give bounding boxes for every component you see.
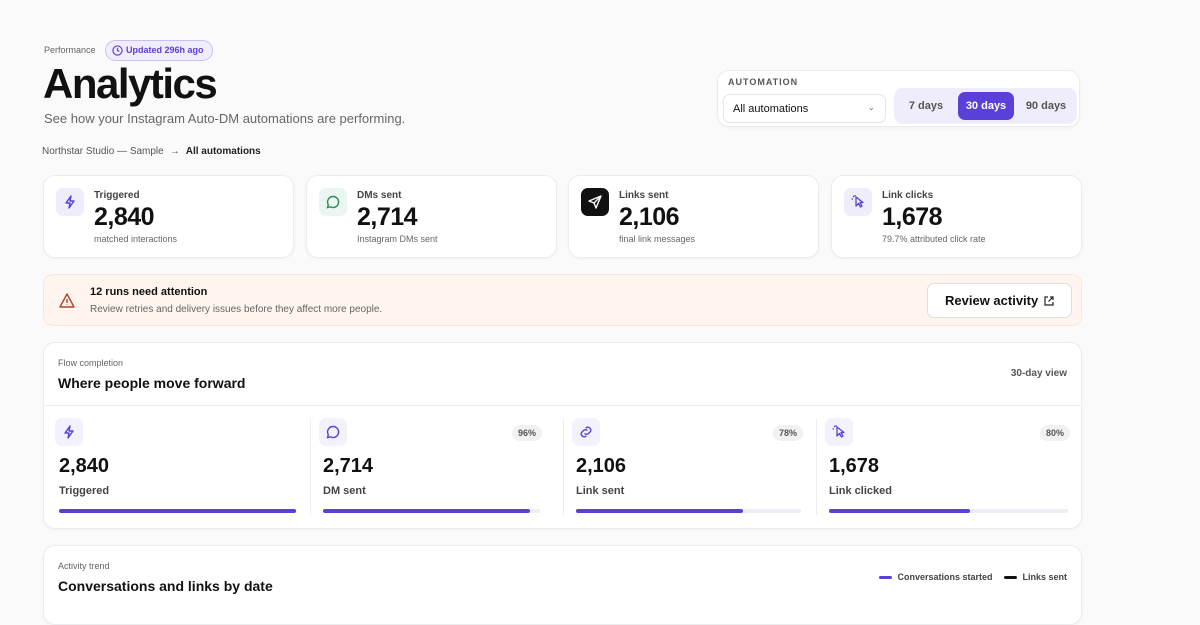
clock-icon: [112, 45, 123, 56]
progress-bar: [59, 509, 296, 513]
stage-icon: [55, 418, 83, 446]
page: Performance Updated 296h ago Analytics S…: [42, 40, 1082, 625]
kpi-icon: [581, 188, 609, 216]
automation-select[interactable]: All automations ⌄: [723, 94, 886, 123]
kpi-card: DMs sent 2,714 Instagram DMs sent: [306, 175, 557, 258]
select-value: All automations: [733, 103, 809, 115]
kpi-value: 2,106: [619, 203, 680, 231]
flow-eyebrow: Flow completion: [58, 358, 124, 368]
breadcrumb: Northstar Studio — Sample → All automation…: [42, 146, 261, 157]
progress-bar: [576, 509, 743, 513]
stage-count: 2,714: [323, 455, 374, 477]
alert-title: 12 runs need attention: [90, 286, 208, 298]
legend: Conversations started Links sent: [879, 572, 1067, 582]
icon: [326, 195, 340, 209]
kpi-value: 2,840: [94, 203, 155, 231]
column-divider: [816, 419, 817, 515]
updated-badge: Updated 296h ago: [105, 40, 213, 61]
subtitle: See how your Instagram Auto-DM automatio…: [44, 111, 406, 126]
kpi-icon: [844, 188, 872, 216]
kpi-card: Triggered 2,840 matched interactions: [43, 175, 294, 258]
kpi-label: Links sent: [619, 190, 669, 201]
flow-title: Where people move forward: [58, 375, 246, 391]
page-title: Analytics: [43, 60, 218, 107]
eyebrow: Performance: [44, 45, 96, 55]
warning-icon: [59, 293, 75, 308]
crumb: All automations: [185, 146, 261, 157]
stage-rate: 78%: [773, 425, 804, 441]
kpi-icon: [56, 188, 84, 216]
legend-label: Conversations started: [897, 572, 993, 582]
trend-eyebrow: Activity trend: [58, 561, 110, 571]
kpi-card: Links sent 2,106 final link messages: [568, 175, 819, 258]
filter-label: AUTOMATION: [728, 77, 799, 87]
icon: [580, 426, 592, 438]
stage-label: DM sent: [323, 485, 366, 497]
badge-text: Updated 296h ago: [126, 45, 204, 55]
external-icon: [1044, 296, 1054, 306]
stage-count: 2,106: [576, 455, 627, 477]
range-option[interactable]: 7 days: [908, 100, 944, 112]
kpi-card: Link clicks 1,678 79.7% attributed click r…: [831, 175, 1082, 258]
progress-bar: [829, 509, 971, 513]
icon: [64, 425, 74, 439]
stage-icon: [572, 418, 600, 446]
alert-text: Review retries and delivery issues befor…: [90, 304, 383, 315]
trend-card: Activity trend Conversations and links b…: [43, 545, 1082, 625]
stage-count: 1,678: [829, 455, 880, 477]
alert: 12 runs need attention Review retries an…: [43, 274, 1082, 326]
trend-title: Conversations and links by date: [58, 578, 273, 594]
progress-bar: [323, 509, 531, 513]
kpi-value: 1,678: [882, 203, 943, 231]
button-label: Review activity: [945, 293, 1039, 308]
range-option[interactable]: 30 days: [958, 92, 1014, 120]
review-button[interactable]: Review activity: [927, 283, 1072, 318]
icon: [832, 425, 845, 438]
filter-panel: AUTOMATION All automations ⌄ 7 days 30 day…: [717, 70, 1080, 127]
icon: [588, 195, 602, 209]
kpi-note: final link messages: [619, 234, 696, 244]
legend-swatch: [1004, 575, 1018, 579]
stage-rate: 80%: [1040, 425, 1071, 441]
legend-item: Links sent: [1004, 572, 1067, 582]
icon: [326, 425, 340, 439]
column-divider: [563, 419, 564, 515]
kpi-label: Triggered: [94, 190, 140, 201]
kpi-icon: [319, 188, 347, 216]
icon: [851, 195, 864, 208]
kpi-note: 79.7% attributed click rate: [882, 234, 986, 244]
stage-icon: [825, 418, 853, 446]
stage-count: 2,840: [59, 455, 110, 477]
flow-view: 30-day view: [1010, 368, 1067, 379]
crumb[interactable]: Northstar Studio — Sample: [42, 146, 164, 157]
kpi-label: Link clicks: [882, 190, 934, 201]
legend-swatch: [879, 575, 893, 579]
icon: [65, 195, 75, 209]
divider: [44, 405, 1081, 406]
column-divider: [310, 419, 311, 515]
stage-label: Link clicked: [829, 485, 892, 497]
flow-card: Flow completion Where people move forwar…: [43, 342, 1082, 529]
stage-label: Link sent: [576, 485, 625, 497]
range-option[interactable]: 90 days: [1025, 100, 1067, 112]
kpi-note: matched interactions: [94, 234, 178, 244]
kpi-value: 2,714: [357, 203, 418, 231]
kpi-label: DMs sent: [357, 190, 402, 201]
kpi-note: Instagram DMs sent: [357, 234, 438, 244]
stage-icon: [319, 418, 347, 446]
stage-label: Triggered: [59, 485, 110, 497]
legend-item: Conversations started: [879, 572, 992, 582]
stage-rate: 96%: [512, 425, 543, 441]
legend-label: Links sent: [1022, 572, 1067, 582]
